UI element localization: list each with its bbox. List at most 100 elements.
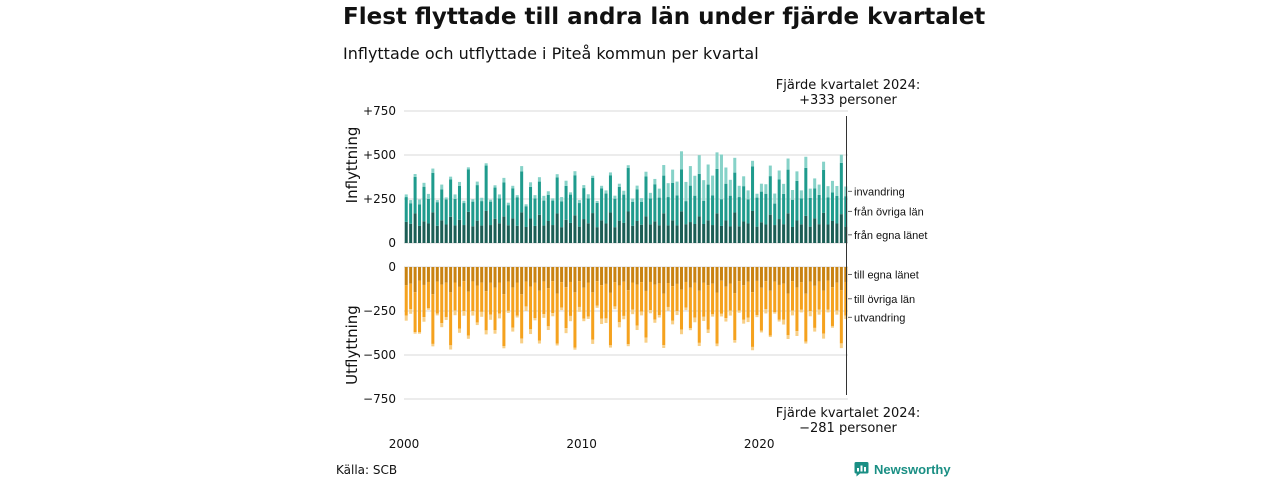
outflow-bar-utvandring <box>764 309 768 314</box>
outflow-bar-ovriga <box>808 281 812 311</box>
outflow-bar-utvandring <box>493 330 497 334</box>
inflow-bar-egna <box>679 211 684 243</box>
inflow-bar-ovriga <box>719 199 723 226</box>
inflow-bar-ovriga <box>551 200 555 226</box>
inflow-bar-egna <box>502 216 506 243</box>
inflow-bar-ovriga <box>839 162 843 215</box>
outflow-bar-ovriga <box>684 281 688 308</box>
inflow-bar-invandring <box>440 184 444 190</box>
inflow-bar-invandring <box>573 171 577 176</box>
outflow-bar-utvandring <box>715 343 719 347</box>
inflow-bar-egna <box>702 223 706 243</box>
outflow-legend-egna: till egna länet <box>854 269 919 281</box>
inflow-bar-invandring <box>546 191 550 195</box>
inflow-bar-egna <box>475 220 479 243</box>
outflow-bar-egna <box>613 267 617 283</box>
outflow-bar-utvandring <box>542 313 546 318</box>
outflow-bar-egna <box>542 267 546 282</box>
inflow-bar-invandring <box>435 200 439 203</box>
inflow-bar-ovriga <box>613 198 617 228</box>
outflow-bar-ovriga <box>568 281 573 316</box>
inflow-bar-invandring <box>640 198 644 202</box>
outflow-bar-utvandring <box>449 345 453 350</box>
inflow-bar-ovriga <box>733 172 737 213</box>
inflow-bar-invandring <box>595 200 599 203</box>
inflow-bar-ovriga <box>742 186 746 222</box>
outflow-bar-utvandring <box>839 343 843 349</box>
outflow-bar-egna <box>746 267 750 282</box>
outflow-bar-utvandring <box>560 307 564 311</box>
outflow-bar-ovriga <box>457 286 462 329</box>
outflow-bar-ovriga <box>790 281 795 311</box>
outflow-bar-utvandring <box>600 318 604 325</box>
outflow-bar-egna <box>666 267 670 284</box>
outflow-bar-ovriga <box>497 282 501 314</box>
inflow-bar-invandring <box>679 151 684 170</box>
outflow-bar-ovriga <box>679 289 684 330</box>
outflow-bar-ovriga <box>662 293 666 346</box>
outflow-bar-utvandring <box>506 310 510 313</box>
inflow-bar-invandring <box>635 185 639 190</box>
outflow-bar-utvandring <box>635 325 639 331</box>
inflow-bar-ovriga <box>564 185 568 220</box>
inflow-bar-ovriga <box>435 202 439 226</box>
inflow-bar-ovriga <box>502 182 506 217</box>
outflow-bar-ovriga <box>418 280 422 333</box>
inflow-bar-egna <box>790 226 795 243</box>
inflow-bar-ovriga <box>546 194 550 221</box>
inflow-bar-egna <box>635 221 639 243</box>
outflow-bar-egna <box>555 267 559 294</box>
inflow-bar-egna <box>782 224 786 243</box>
outflow-bar-utvandring <box>733 340 737 343</box>
inflow-bar-invandring <box>422 182 426 187</box>
outflow-bar-utvandring <box>586 316 590 319</box>
outflow-bar-egna <box>418 267 422 281</box>
inflow-bar-egna <box>808 226 812 243</box>
inflow-bar-ovriga <box>644 176 648 217</box>
outflow-bar-ovriga <box>666 283 670 307</box>
outflow-bar-utvandring <box>608 345 612 348</box>
outflow-bar-egna <box>688 267 692 288</box>
outflow-bar-egna <box>475 267 479 286</box>
outflow-bar-egna <box>804 267 808 294</box>
inflow-bar-ovriga <box>626 168 630 212</box>
outflow-bar-ovriga <box>635 284 639 326</box>
inflow-bar-invandring <box>497 194 501 199</box>
inflow-bar-ovriga <box>595 202 599 228</box>
inflow-bar-egna <box>613 227 617 243</box>
inflow-bar-ovriga <box>688 185 692 223</box>
inflow-bar-egna <box>671 220 675 243</box>
inflow-bar-invandring <box>653 178 657 185</box>
inflow-bar-egna <box>404 221 408 243</box>
inflow-bar-invandring <box>457 181 462 186</box>
inflow-bar-egna <box>799 224 803 243</box>
inflow-bar-ovriga <box>560 201 564 228</box>
outflow-bar-ovriga <box>604 283 608 319</box>
inflow-bar-ovriga <box>835 196 839 224</box>
outflow-bar-utvandring <box>657 315 661 318</box>
inflow-bar-ovriga <box>657 197 661 226</box>
outflow-bar-egna <box>529 267 533 287</box>
inflow-bar-egna <box>715 213 719 243</box>
outflow-bar-ovriga <box>422 284 426 318</box>
inflow-bar-egna <box>631 225 635 243</box>
outflow-bar-egna <box>777 267 781 285</box>
outflow-bar-ovriga <box>626 290 630 345</box>
outflow-bar-egna <box>506 267 510 282</box>
outflow-bar-ovriga <box>706 285 710 330</box>
inflow-bar-ovriga <box>457 185 462 220</box>
inflow-bar-invandring <box>560 197 564 202</box>
outflow-bar-utvandring <box>648 310 652 314</box>
outflow-bar-egna <box>520 267 524 295</box>
inflow-bar-invandring <box>462 200 466 204</box>
outflow-bar-egna <box>795 267 799 288</box>
outflow-bar-ovriga <box>453 282 457 311</box>
inflow-bar-egna <box>453 225 457 243</box>
outflow-bar-egna <box>497 267 501 283</box>
outflow-bar-ovriga <box>648 281 652 311</box>
outflow-bar-ovriga <box>537 290 541 341</box>
outflow-bar-egna <box>786 267 790 294</box>
outflow-bar-utvandring <box>799 309 803 313</box>
outflow-bar-ovriga <box>546 288 550 327</box>
outflow-bar-egna <box>737 267 741 282</box>
